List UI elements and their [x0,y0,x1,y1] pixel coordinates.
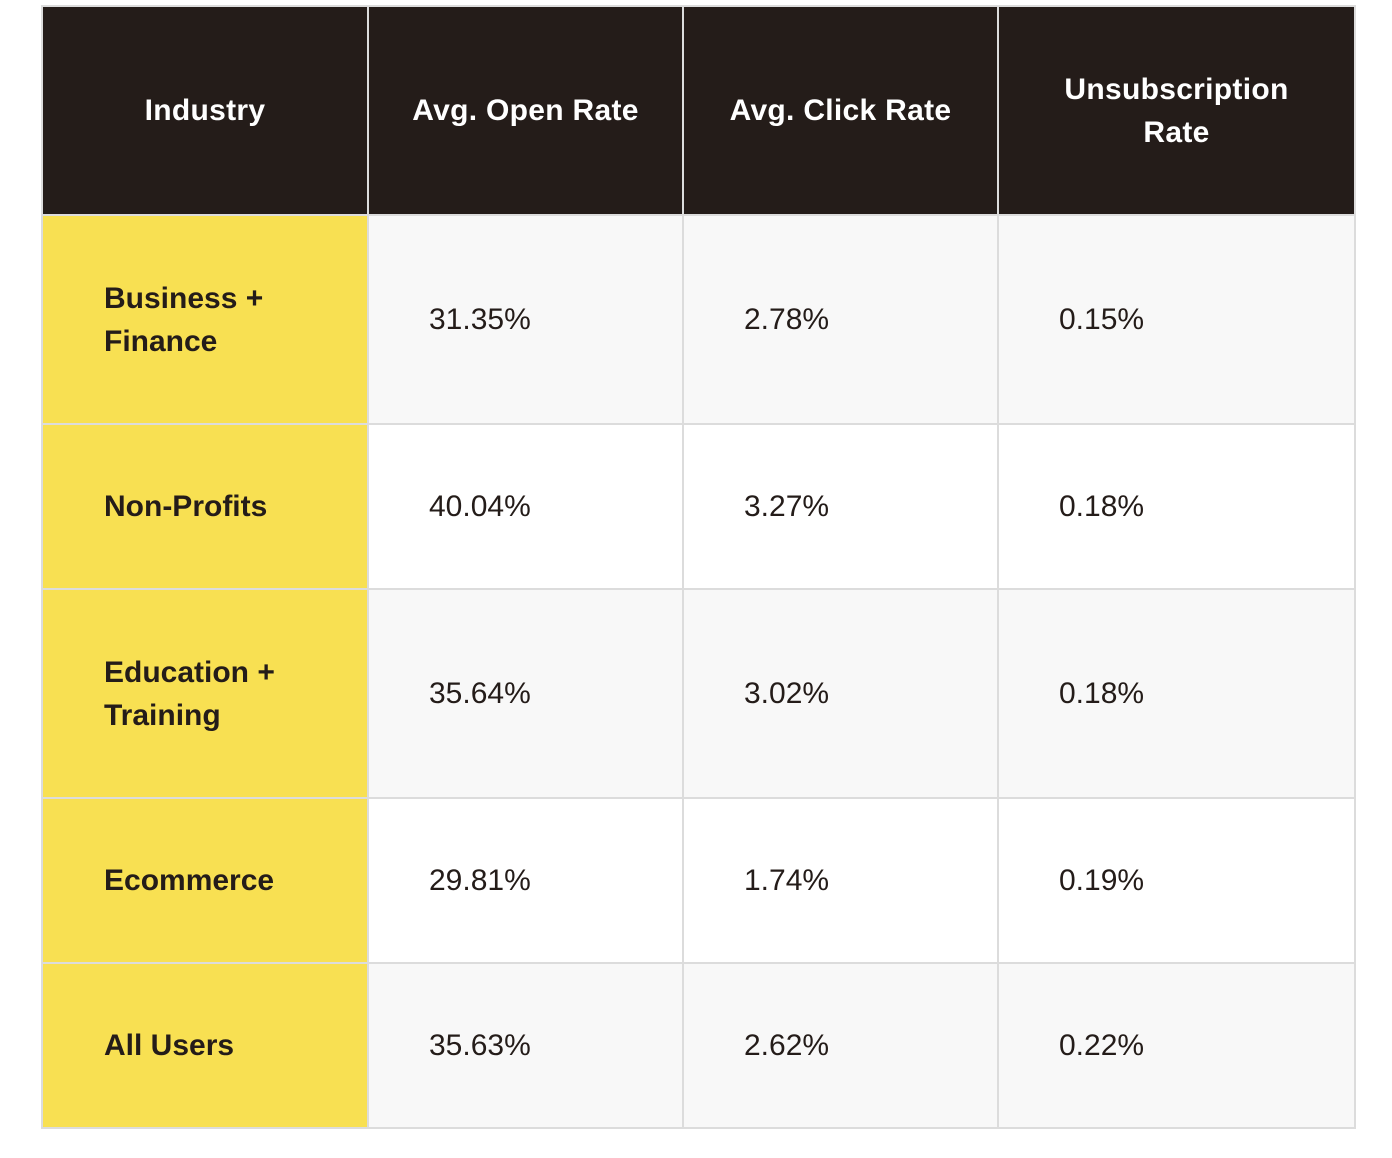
table-row: Non-Profits 40.04% 3.27% 0.18% [41,423,1356,590]
column-header-industry: Industry [41,5,369,216]
table-row: Business + Finance 31.35% 2.78% 0.15% [41,214,1356,425]
column-header-click-rate: Avg. Click Rate [682,5,999,216]
click-rate-cell: 3.02% [682,588,999,799]
table-row: Ecommerce 29.81% 1.74% 0.19% [41,797,1356,964]
unsub-rate-cell: 0.15% [997,214,1356,425]
industry-cell: All Users [41,962,369,1129]
table-row: Education + Training 35.64% 3.02% 0.18% [41,588,1356,799]
open-rate-cell: 35.64% [367,588,684,799]
unsub-rate-cell: 0.18% [997,423,1356,590]
unsub-rate-cell: 0.19% [997,797,1356,964]
click-rate-cell: 2.62% [682,962,999,1129]
open-rate-cell: 31.35% [367,214,684,425]
unsub-rate-cell: 0.22% [997,962,1356,1129]
click-rate-cell: 3.27% [682,423,999,590]
open-rate-cell: 35.63% [367,962,684,1129]
click-rate-cell: 1.74% [682,797,999,964]
unsub-rate-cell: 0.18% [997,588,1356,799]
industry-cell: Non-Profits [41,423,369,590]
open-rate-cell: 40.04% [367,423,684,590]
industry-cell: Business + Finance [41,214,369,425]
benchmark-table: Industry Avg. Open Rate Avg. Click Rate … [41,5,1356,1129]
column-header-unsub-rate: Unsubscription Rate [997,5,1356,216]
table-row: All Users 35.63% 2.62% 0.22% [41,962,1356,1129]
column-header-open-rate: Avg. Open Rate [367,5,684,216]
header-row: Industry Avg. Open Rate Avg. Click Rate … [41,5,1356,216]
open-rate-cell: 29.81% [367,797,684,964]
industry-cell: Education + Training [41,588,369,799]
click-rate-cell: 2.78% [682,214,999,425]
industry-cell: Ecommerce [41,797,369,964]
